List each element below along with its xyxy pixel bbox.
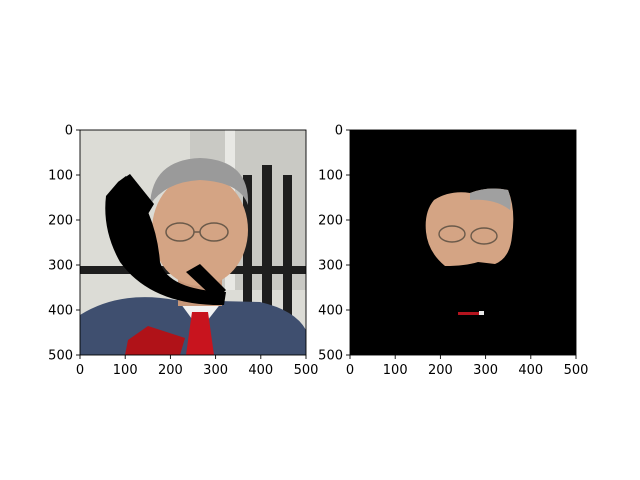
right-x-tick-label: 200 [428,363,453,378]
left-x-axis: 0 100 200 300 400 500 [76,355,319,378]
left-y-tick-label: 0 [65,124,73,139]
right-y-axis: 0 100 200 300 400 500 [318,124,350,364]
red-tie [186,312,214,355]
left-y-tick-label: 100 [48,169,73,184]
right-y-tick-label: 300 [318,259,343,274]
mask-white-fragment [479,311,484,315]
right-y-tick-label: 500 [318,349,343,364]
occlusion-lower-cap [186,264,226,300]
left-x-tick-label: 0 [76,363,84,378]
left-x-tick-label: 300 [203,363,228,378]
left-y-axis: 0 100 200 300 400 500 [48,124,80,364]
left-axes: 0 100 200 300 400 500 0 100 200 300 400 500 [48,124,318,379]
hair [150,158,249,205]
left-x-tick-label: 400 [248,363,273,378]
left-x-tick-label: 200 [158,363,183,378]
occlusion-arc [105,176,226,306]
mask-face-region [425,188,514,266]
right-x-tick-label: 500 [564,363,589,378]
right-x-tick-label: 400 [518,363,543,378]
right-y-tick-label: 400 [318,304,343,319]
right-y-tick-label: 200 [318,214,343,229]
right-x-axis: 0 100 200 300 400 500 [346,355,589,378]
railing-post [283,175,292,355]
left-y-tick-label: 300 [48,259,73,274]
left-image [80,130,306,355]
left-x-tick-label: 100 [113,363,138,378]
left-x-tick-label: 500 [294,363,319,378]
right-x-tick-label: 0 [346,363,354,378]
mask-glasses-left [438,225,466,243]
right-image [350,130,576,355]
right-axes-frame [349,129,577,356]
left-y-tick-label: 500 [48,349,73,364]
right-y-tick-label: 0 [335,124,343,139]
mask-red-fragment [458,312,480,315]
right-x-tick-label: 300 [473,363,498,378]
mask-hair-region [470,188,511,210]
occlusion-upper-cap [118,174,154,214]
railing-post [243,175,252,355]
left-axes-frame [79,129,307,356]
right-axes: 0 100 200 300 400 500 0 100 200 300 400 500 [318,124,588,379]
railing-post [262,165,272,355]
right-y-tick-label: 100 [318,169,343,184]
left-y-tick-label: 400 [48,304,73,319]
right-x-tick-label: 100 [383,363,408,378]
mask-glasses-right [470,227,498,245]
red-folder [125,326,185,355]
left-y-tick-label: 200 [48,214,73,229]
